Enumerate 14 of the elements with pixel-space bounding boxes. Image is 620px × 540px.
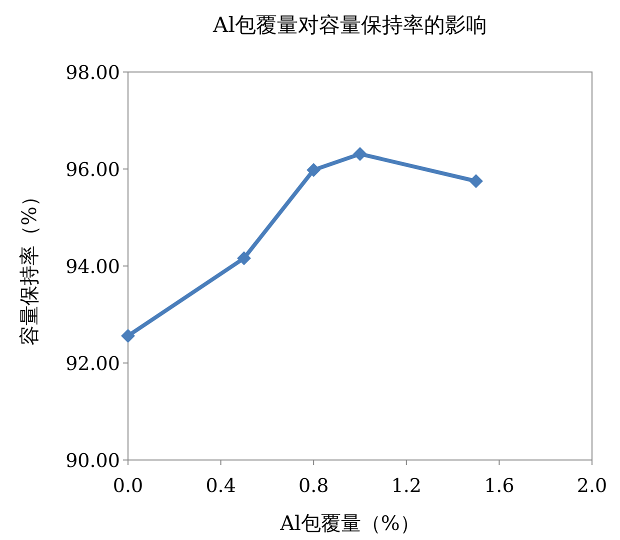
x-tick-label: 1.2 [391,475,422,497]
x-tick-label: 0.8 [298,475,329,497]
y-tick-label: 92.00 [66,353,120,375]
x-tick-label: 0.4 [206,475,236,497]
y-axis-title: 容量保持率（%） [17,186,41,346]
chart-title: Al包覆量对容量保持率的影响 [212,13,487,37]
x-axis-title: Al包覆量（%） [279,511,420,535]
x-tick-label: 2.0 [576,475,608,497]
y-tick-label: 90.00 [66,450,120,472]
y-tick-label: 96.00 [66,159,120,181]
y-tick-label: 94.00 [66,256,120,278]
y-tick-label: 98.00 [66,62,120,84]
x-tick-label: 1.6 [484,475,514,497]
x-tick-label: 0.0 [112,475,144,497]
